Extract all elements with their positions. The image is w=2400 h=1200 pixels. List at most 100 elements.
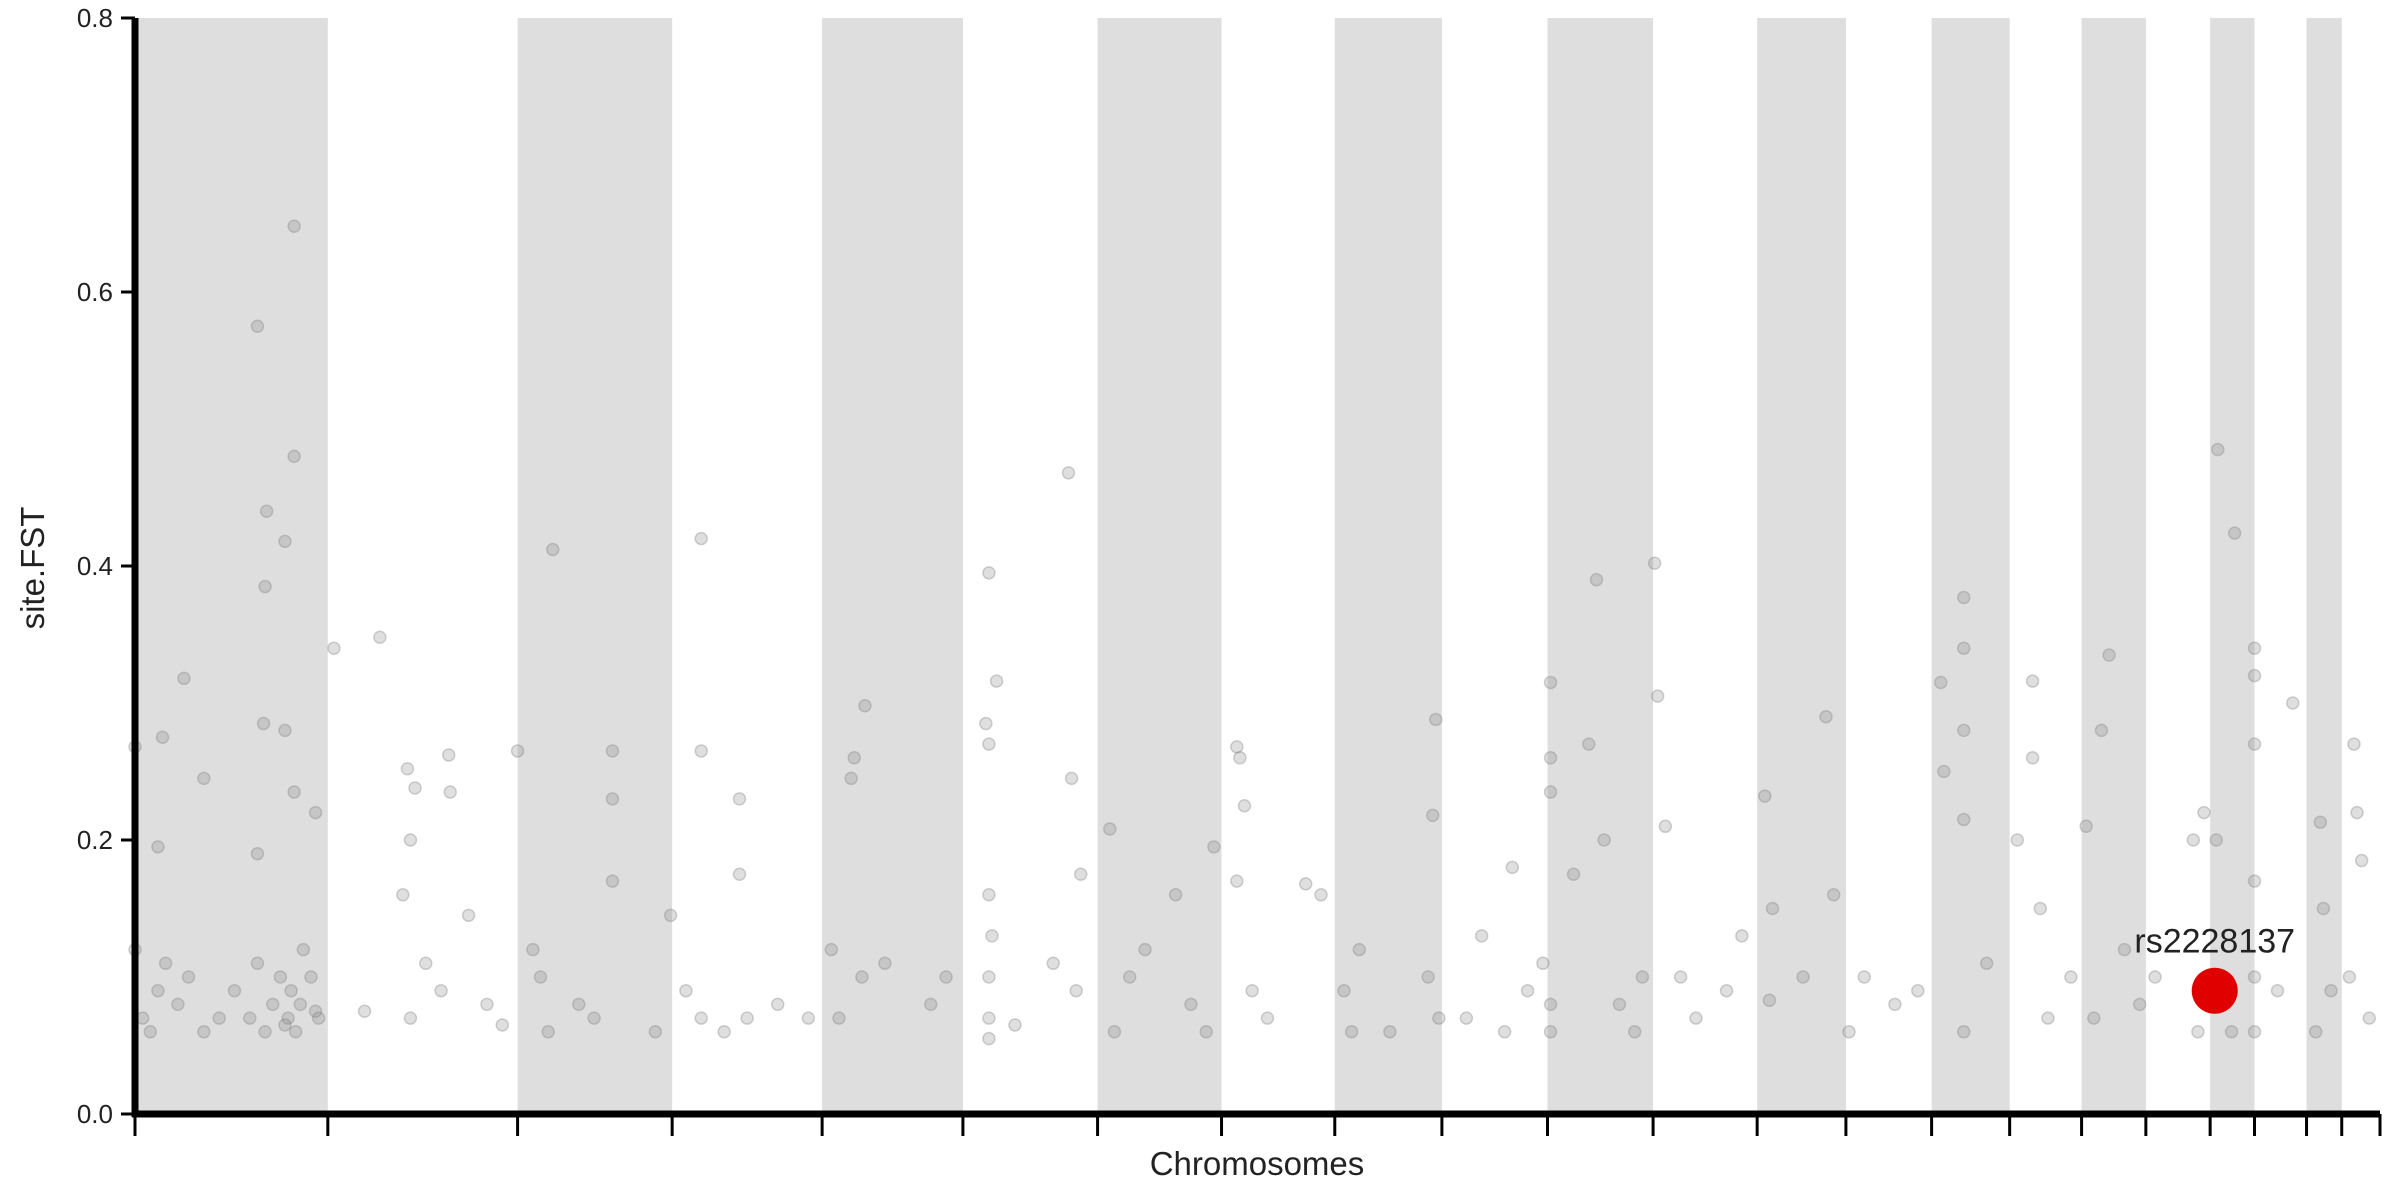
snp-point xyxy=(273,970,288,984)
snp-point xyxy=(847,751,862,765)
snp-point xyxy=(1168,888,1183,902)
snp-point xyxy=(155,730,170,744)
snp-point xyxy=(1543,997,1558,1012)
snp-point xyxy=(1237,799,1252,813)
snp-point xyxy=(480,997,494,1012)
snp-point xyxy=(1819,709,1833,724)
snp-point xyxy=(243,1011,257,1025)
snp-point xyxy=(1543,751,1558,765)
snp-point xyxy=(2211,442,2225,457)
snp-point xyxy=(1344,1025,1359,1039)
x-axis-label: Chromosomes xyxy=(1150,1145,1365,1182)
snp-point xyxy=(1230,740,1244,754)
snp-point xyxy=(770,997,785,1012)
snp-point xyxy=(287,449,301,464)
snp-point xyxy=(419,956,433,971)
snp-point xyxy=(679,983,693,998)
snp-point xyxy=(357,1004,372,1018)
snp-point xyxy=(296,942,311,957)
snp-point xyxy=(197,1025,211,1039)
snp-point xyxy=(1689,1011,1703,1025)
snp-point xyxy=(1956,723,1971,738)
snp-point xyxy=(982,1031,996,1046)
snp-point xyxy=(1421,970,1435,984)
snp-point xyxy=(2117,942,2132,957)
snp-point xyxy=(2132,997,2147,1012)
snp-point xyxy=(1122,970,1137,984)
snp-point xyxy=(2148,970,2162,984)
chromosome-band xyxy=(135,18,328,1114)
snp-point xyxy=(265,997,280,1012)
snp-point xyxy=(1937,764,1951,779)
snp-point xyxy=(1520,983,1535,998)
snp-point xyxy=(717,1025,731,1039)
snp-point xyxy=(403,833,418,847)
snp-point xyxy=(1566,867,1581,881)
snp-point xyxy=(1627,1025,1642,1039)
snp-point xyxy=(1046,956,1060,971)
y-tick-label: 0.0 xyxy=(77,1099,113,1129)
snp-point xyxy=(278,1018,292,1032)
snp-point xyxy=(1762,993,1777,1008)
snp-point xyxy=(1199,1025,1213,1039)
snp-point xyxy=(2354,853,2369,868)
snp-point xyxy=(2247,1025,2262,1039)
snp-point xyxy=(308,805,323,820)
snp-point xyxy=(461,908,476,923)
snp-point xyxy=(510,744,525,758)
snp-point xyxy=(2350,805,2364,820)
snp-point xyxy=(1857,970,1872,984)
snp-point xyxy=(278,534,292,549)
snp-point xyxy=(2324,983,2338,998)
snp-point xyxy=(1826,888,1841,902)
snp-point xyxy=(495,1018,510,1032)
snp-point xyxy=(1061,466,1076,480)
snp-point xyxy=(2186,833,2201,847)
snp-point xyxy=(287,785,301,799)
y-tick-label: 0.2 xyxy=(77,825,113,855)
snp-point xyxy=(1230,874,1244,888)
snp-point xyxy=(1842,1025,1856,1039)
snp-point xyxy=(1233,751,1247,765)
snp-point xyxy=(939,970,953,984)
snp-point xyxy=(982,970,996,984)
snp-point xyxy=(281,1011,295,1025)
chromosome-band xyxy=(517,18,673,1114)
snp-point xyxy=(1956,812,1971,827)
snp-point xyxy=(533,970,548,984)
snp-point xyxy=(259,504,274,518)
snp-point xyxy=(801,1011,816,1025)
snp-point xyxy=(293,997,308,1012)
snp-point xyxy=(258,579,272,594)
snp-point xyxy=(151,983,165,998)
snp-point xyxy=(982,566,996,580)
snp-point xyxy=(1337,983,1351,998)
snp-point xyxy=(396,888,410,902)
snp-point xyxy=(181,970,196,984)
snp-point xyxy=(2247,874,2262,888)
snp-point xyxy=(1543,1025,1558,1039)
snp-point xyxy=(2041,1011,2055,1025)
snp-point xyxy=(443,785,457,799)
snp-point xyxy=(2286,696,2300,710)
snp-point xyxy=(2025,751,2040,765)
snp-point xyxy=(1260,1011,1275,1025)
snp-point xyxy=(2025,674,2040,688)
snp-point xyxy=(2087,1011,2101,1025)
snp-point xyxy=(979,716,993,731)
snp-point xyxy=(2197,805,2211,820)
snp-point xyxy=(1245,983,1259,998)
snp-point xyxy=(2191,1025,2205,1039)
snp-point xyxy=(2102,648,2116,662)
snp-point xyxy=(258,1025,272,1039)
snp-point xyxy=(143,1025,158,1039)
snp-point xyxy=(1008,1018,1022,1032)
snp-point xyxy=(1658,819,1673,834)
chromosome-band xyxy=(1334,18,1442,1114)
chromosome-band xyxy=(2210,18,2255,1114)
points xyxy=(128,219,2377,1046)
snp-point xyxy=(2079,819,2093,834)
snp-point xyxy=(1429,712,1443,727)
snp-point xyxy=(1352,942,1367,957)
snp-point xyxy=(982,888,996,902)
